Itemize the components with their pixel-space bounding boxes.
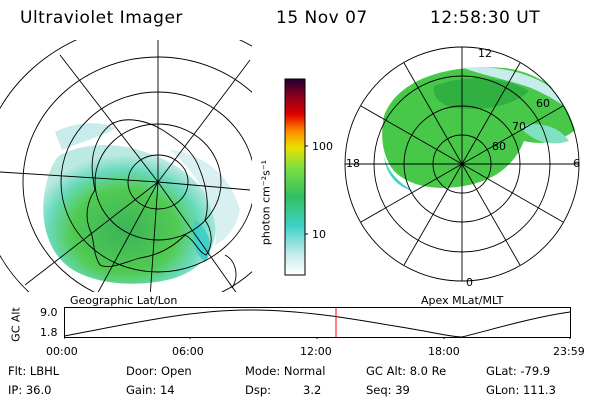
mode-info: Mode: Normal [245, 364, 326, 378]
altitude-ylabel: GC Alt [9, 307, 23, 342]
dsp-value: 3.2 [303, 383, 322, 397]
colorbar-tick-10: 10 [312, 228, 326, 241]
altitude-xtick-0600: 06:00 [172, 345, 204, 358]
geographic-caption: Geographic Lat/Lon [70, 294, 178, 307]
observation-date: 15 Nov 07 [276, 8, 368, 28]
gain-info: Gain: 14 [126, 383, 175, 397]
ip-info: IP: 36.0 [8, 383, 52, 397]
mlat-label-70: 70 [512, 120, 526, 133]
mlt-label-0: 0 [466, 276, 473, 289]
mlat-label-80: 80 [492, 140, 506, 153]
instrument-title: Ultraviolet Imager [20, 8, 183, 28]
seq-info: Seq: 39 [366, 383, 410, 397]
colorbar [284, 78, 308, 276]
altitude-ytick-1-8: 1.8 [40, 326, 58, 339]
mlt-label-18: 18 [346, 157, 360, 170]
colorbar-unit-label: photon cm⁻²s⁻¹ [259, 159, 273, 246]
dsp-label: Dsp: [245, 383, 272, 397]
altitude-curve [64, 309, 571, 338]
glat-info: GLat: -79.9 [486, 364, 551, 378]
glon-info: GLon: 111.3 [486, 383, 556, 397]
door-info: Door: Open [126, 364, 192, 378]
altitude-xtick-1200: 12:00 [300, 345, 332, 358]
colorbar-tick-100: 100 [312, 140, 333, 153]
mlat-label-60: 60 [536, 97, 550, 110]
mlt-label-12: 12 [478, 47, 492, 60]
magnetic-caption: Apex MLat/MLT [421, 294, 504, 307]
mlt-label-6: 6 [573, 157, 580, 170]
observation-time: 12:58:30 UT [430, 8, 541, 28]
magnetic-polar-plot [344, 46, 580, 282]
geographic-map [0, 40, 252, 292]
altitude-ytick-9: 9.0 [40, 306, 58, 319]
gc-alt-info: GC Alt: 8.0 Re [366, 364, 447, 378]
filter-info: Flt: LBHL [8, 364, 60, 378]
altitude-plot [64, 307, 571, 339]
altitude-xtick-0000: 00:00 [46, 345, 78, 358]
altitude-xtick-1800: 18:00 [428, 345, 460, 358]
altitude-xtick-2359: 23:59 [553, 345, 585, 358]
